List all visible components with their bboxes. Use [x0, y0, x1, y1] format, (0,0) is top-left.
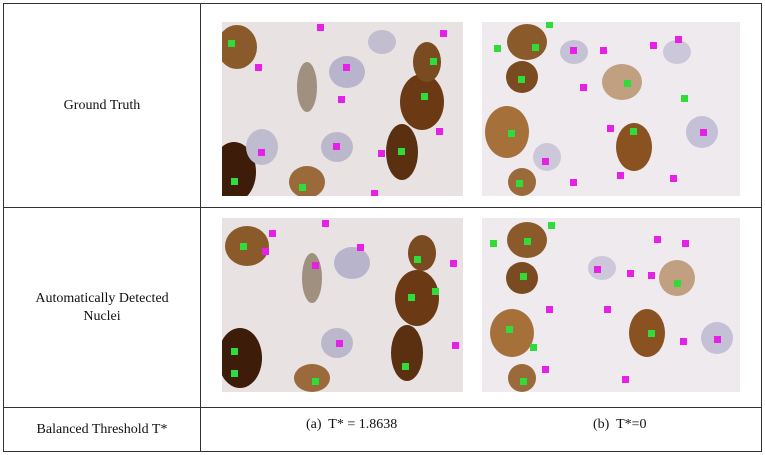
- micrograph: [482, 22, 740, 196]
- label-cell: Automatically Detected Nuclei: [3, 207, 201, 408]
- caption-cell: [200, 407, 762, 452]
- label-cell: Ground Truth: [3, 3, 201, 208]
- micrograph: [222, 22, 463, 196]
- micrograph: [222, 218, 463, 392]
- caption: (b) T*=0: [593, 417, 647, 432]
- caption: (a) T* = 1.8638: [306, 417, 398, 432]
- row-label: Ground Truth: [63, 97, 141, 113]
- row-label: Balanced Threshold T*: [36, 421, 168, 437]
- label-cell: Balanced Threshold T*: [3, 407, 201, 452]
- row-label: Automatically Detected Nuclei: [35, 290, 169, 324]
- micrograph: [482, 218, 740, 392]
